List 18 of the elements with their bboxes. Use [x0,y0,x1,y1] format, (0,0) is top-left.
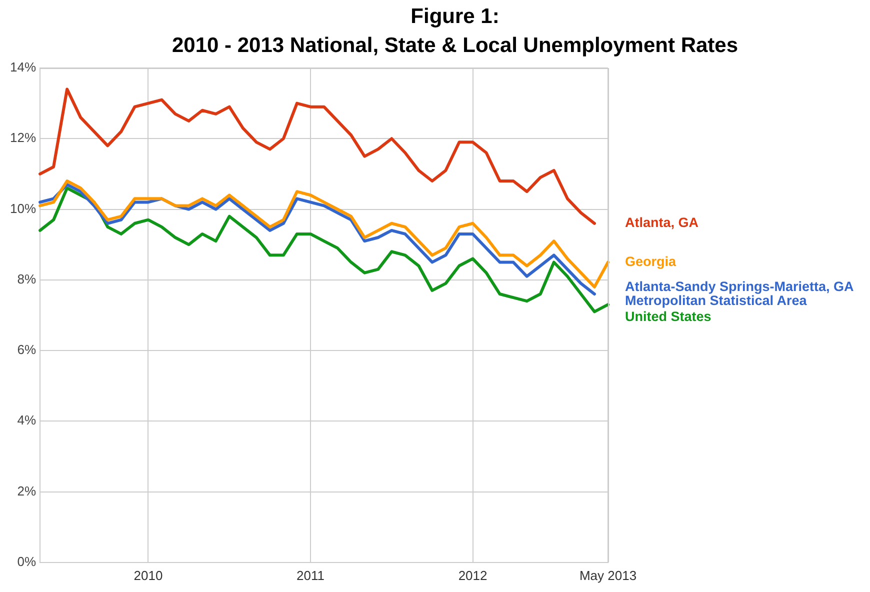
y-tick-label: 14% [10,60,36,75]
y-tick-label: 0% [17,554,36,569]
x-tick-label: 2011 [296,568,324,583]
series-label: Georgia [625,254,678,270]
chart-title: Figure 1: [410,4,500,30]
y-tick-label: 4% [17,412,36,428]
x-tick-label: 2012 [458,568,488,583]
series-label: United States [625,309,712,324]
y-tick-label: 8% [17,271,36,286]
text: Atlanta, GA [625,215,700,230]
y-tick-label: 10% [10,200,36,216]
chart-subtitle: 2010 - 2013 National, State & Local Unemployment Rates [170,33,740,59]
x-tick-label: 2010 [134,568,163,583]
y-tick-label: 12% [10,130,36,146]
x-tick-label: May 2013 [579,568,637,583]
y-tick-label: 6% [17,342,36,358]
text: Atlanta-Sandy Springs-Marietta, GA Metropolitan Statistical Area [625,279,854,308]
y-tick-label: 2% [17,483,36,498]
